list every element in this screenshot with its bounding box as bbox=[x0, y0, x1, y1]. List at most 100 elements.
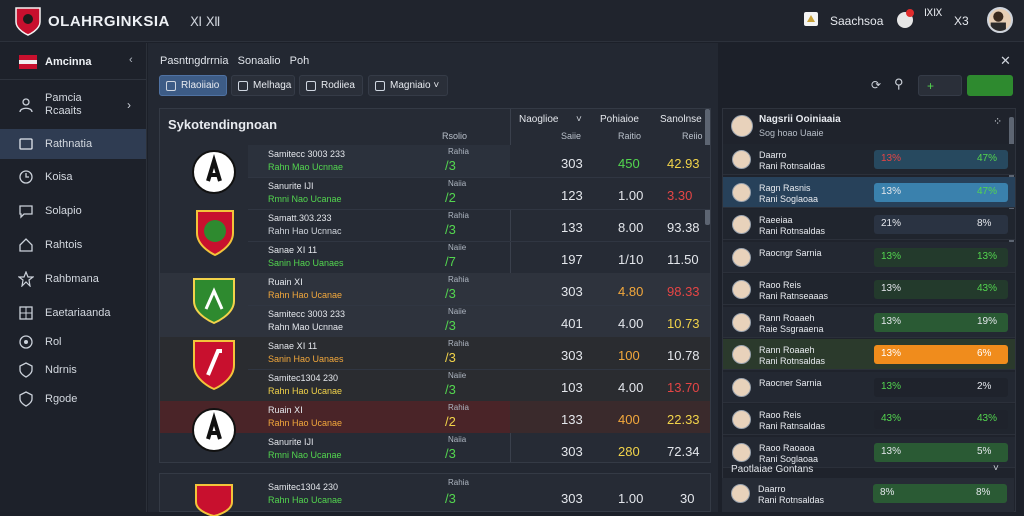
team-logo-icon bbox=[192, 150, 236, 194]
player-value-2: 47% bbox=[977, 153, 998, 164]
player-value-1: 13% bbox=[881, 380, 902, 392]
club-logo-icon[interactable] bbox=[14, 6, 42, 36]
tag: Naiie bbox=[448, 371, 467, 380]
player-row[interactable]: Raeeiaa Rani Rotnsaldas 21% 8% bbox=[723, 209, 1015, 240]
avatar bbox=[732, 182, 751, 202]
team-name: Samitec1304 230 bbox=[268, 373, 339, 383]
player-value-1: 13% bbox=[881, 250, 902, 262]
confirm-button[interactable] bbox=[967, 75, 1013, 96]
value-c: 10.78 bbox=[667, 348, 700, 363]
collapse-icon[interactable]: ‹ bbox=[129, 54, 133, 66]
refresh-icon[interactable]: ⟳ bbox=[871, 78, 882, 92]
tab-label: Rlaoiiaio bbox=[181, 80, 220, 91]
value-c: 42.93 bbox=[667, 156, 700, 171]
sidebar-item-9[interactable]: Rgode bbox=[0, 384, 146, 414]
col-head-2[interactable]: Pohiaioe bbox=[600, 114, 639, 125]
tab-3[interactable]: Magniaio ˅ bbox=[368, 75, 448, 96]
home-icon[interactable] bbox=[801, 9, 821, 29]
person-icon bbox=[19, 98, 33, 113]
top-bar: OLAHRGINKSIA Ⅺ Ⅻ Saachsoa ⅨⅨ X3 bbox=[0, 0, 1024, 42]
player-name: Daarro Rani Rotnsaldas bbox=[759, 150, 826, 171]
player-row[interactable]: Daarro Rani Rotnsaldas 13% 47% bbox=[723, 144, 1015, 175]
tab-1[interactable]: Melhaga bbox=[231, 75, 295, 96]
breadcrumb[interactable]: Pasntngdrrnia Sonaalio Poh bbox=[160, 55, 310, 67]
player-bar bbox=[874, 215, 1008, 234]
tag: Naiia bbox=[448, 435, 467, 444]
diff-value: /3 bbox=[445, 286, 456, 301]
sidebar: Amcinna ‹ Pamcia Rcaaits › Rathnatia Koi… bbox=[0, 43, 147, 512]
user-avatar[interactable] bbox=[987, 7, 1013, 33]
sidebar-item-6[interactable]: Eaetariaanda bbox=[0, 298, 146, 328]
value-c: 3.30 bbox=[667, 188, 693, 203]
value-a: 123 bbox=[561, 188, 583, 203]
row-shade bbox=[248, 145, 510, 177]
sort-chevron-icon[interactable]: ˅ bbox=[576, 114, 582, 125]
value-a: 303 bbox=[561, 156, 583, 171]
tag: Rahia bbox=[448, 403, 469, 412]
sidebar-item-4[interactable]: Rahtois bbox=[0, 230, 146, 260]
notification-icon[interactable] bbox=[895, 9, 915, 29]
user-label[interactable]: Saachsoa bbox=[830, 14, 884, 28]
diff-value: /3 bbox=[445, 222, 456, 237]
sidebar-item-7[interactable]: Rol bbox=[0, 327, 146, 357]
avatar bbox=[732, 280, 751, 299]
value-b: 4.00 bbox=[618, 316, 644, 331]
player-row[interactable]: Raoo Raoaoa Rani Soglaoaa 13% 5% bbox=[723, 436, 1015, 468]
team-logo-icon bbox=[192, 408, 236, 452]
flag-icon bbox=[19, 55, 37, 69]
player-value-1: 13% bbox=[881, 283, 902, 294]
sidebar-item-0[interactable]: Pamcia Rcaaits › bbox=[0, 88, 146, 122]
sidebar-item-8[interactable]: Ndrnis bbox=[0, 355, 146, 385]
close-icon[interactable]: ✕ bbox=[1000, 53, 1011, 68]
player-row[interactable]: Raocner Sarnia 13% 2% bbox=[723, 371, 1015, 403]
player-value-1: 21% bbox=[881, 218, 902, 229]
sidebar-item-1[interactable]: Rathnatia bbox=[0, 129, 146, 159]
add-button[interactable]: + bbox=[918, 75, 962, 96]
player-row[interactable]: Rann Roaaeh Rani Rotnsaldas 13% 6% bbox=[723, 339, 1015, 370]
player-value-1: 43% bbox=[881, 413, 902, 424]
match-row[interactable]: Sanae ⅩⅠ 11 Sanin Hao Uanaes Rahia /3 30… bbox=[160, 337, 710, 401]
col-head-1[interactable]: Naoglioe bbox=[519, 114, 559, 125]
tab-2[interactable]: Rodiiea bbox=[299, 75, 363, 96]
team-name: Samitec1304 230 bbox=[268, 482, 339, 492]
player-row-bottom[interactable]: Daarro Rani Rotnsaldas 8% 8% bbox=[722, 478, 1014, 512]
tab-0[interactable]: Rlaoiiaio bbox=[159, 75, 227, 96]
sidebar-item-label: Eaetariaanda bbox=[45, 307, 111, 319]
value-b: 1.00 bbox=[618, 188, 644, 203]
value-a: 197 bbox=[561, 252, 583, 267]
player-name: Raoo Reis Rani Ratnseaaas bbox=[759, 280, 829, 301]
tag: Rahia bbox=[448, 339, 469, 348]
search-icon[interactable]: ⚲ bbox=[894, 76, 904, 91]
player-row[interactable]: Raoo Reis Rani Ratnseaaas 13% 43% bbox=[723, 274, 1015, 305]
player-value-1: 13% bbox=[881, 315, 902, 327]
match-row[interactable]: Samatt.303.233 Rahn Hao Ucnnac Rahia /3 … bbox=[160, 209, 710, 273]
diff-value: /3 bbox=[445, 318, 456, 333]
sidebar-item-2[interactable]: Koisa bbox=[0, 162, 146, 192]
team-name: Ruain ⅩⅠ bbox=[268, 277, 303, 287]
player-row[interactable]: Rann Roaaeh Raie Ssgraaena 13% 19% bbox=[723, 306, 1015, 338]
sidebar-item-5[interactable]: Rahbmana bbox=[0, 264, 146, 294]
tag: Naiia bbox=[448, 179, 467, 188]
value-c: 30 bbox=[680, 491, 695, 506]
chevron-down-icon[interactable]: ˅ bbox=[993, 463, 999, 474]
team-sub: Rahn Hao Ucanae bbox=[268, 386, 343, 396]
avatar bbox=[732, 345, 751, 364]
x-label[interactable]: X3 bbox=[954, 14, 969, 28]
player-value-2: 47% bbox=[977, 185, 998, 197]
sidebar-item-3[interactable]: Solapio bbox=[0, 196, 146, 226]
match-row[interactable]: Ruain ⅩⅠ Rahn Hao Ucanae Rahia /3 303 4.… bbox=[160, 273, 710, 337]
tab-icon bbox=[238, 80, 248, 91]
team-sub: Rahn Hao Ucnnac bbox=[268, 226, 342, 236]
player-row[interactable]: Raoo Reis Rani Ratnsaldas 43% 43% bbox=[723, 404, 1015, 435]
value-c: 11.50 bbox=[667, 252, 699, 267]
col-head-3[interactable]: Sanolnse bbox=[660, 114, 702, 125]
player-row[interactable]: Ragn Rasnis Rani Soglaoaa 13% 47% bbox=[723, 176, 1015, 208]
match-row[interactable]: Ruain ⅩⅠ Rahn Hao Ucanae Rahia /2 133 40… bbox=[160, 401, 710, 463]
match-row[interactable]: Samitecc 3003 233 Rahn Mao Ucnnae Rahia … bbox=[160, 145, 710, 209]
player-bar bbox=[874, 410, 1008, 429]
team-sub: Rahn Mao Ucnnae bbox=[268, 322, 344, 332]
player-value-2: 6% bbox=[977, 348, 992, 359]
value-a: 133 bbox=[561, 220, 583, 235]
more-icon[interactable]: ⁘ bbox=[993, 116, 1003, 128]
player-row[interactable]: Raocngr Sarnia 13% 13% bbox=[723, 241, 1015, 273]
